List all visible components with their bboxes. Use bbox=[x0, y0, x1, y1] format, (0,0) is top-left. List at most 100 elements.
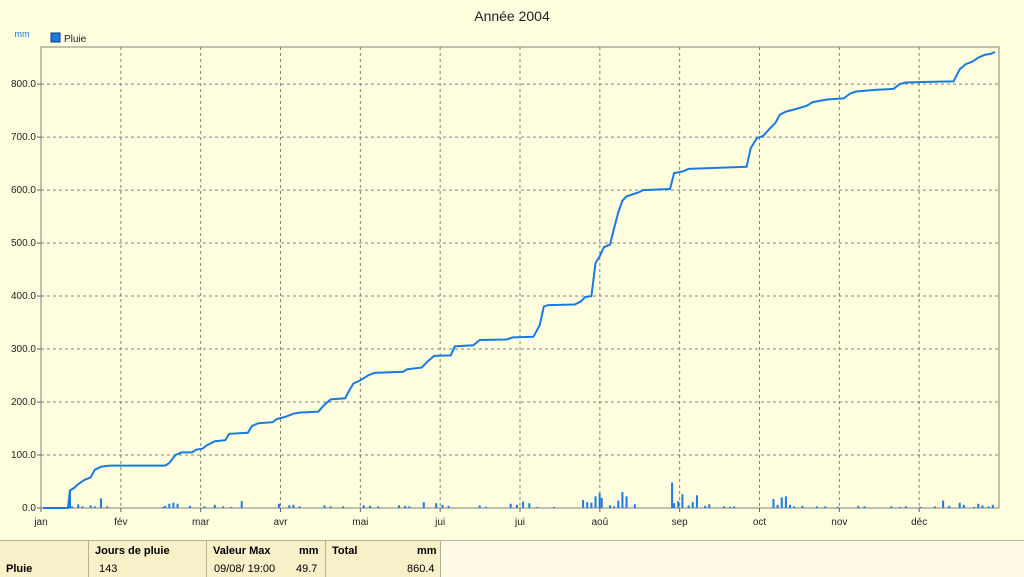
daily-rain-bar bbox=[213, 504, 216, 508]
daily-rain-bar bbox=[404, 505, 407, 508]
y-tick-label: 200.0 bbox=[11, 397, 36, 408]
daily-rain-bar bbox=[857, 505, 860, 508]
daily-rain-bar bbox=[100, 498, 103, 508]
daily-rain-bar bbox=[106, 506, 109, 508]
daily-rain-bar bbox=[673, 503, 676, 508]
x-tick-label: jui bbox=[514, 517, 525, 528]
summary-table: Pluie Jours de pluie 143 Valeur Max mm 0… bbox=[0, 540, 1024, 577]
daily-rain-bar bbox=[484, 506, 487, 508]
daily-rain-bar bbox=[681, 494, 684, 508]
grid bbox=[41, 47, 999, 508]
daily-rain-bar bbox=[203, 506, 206, 508]
rainfall-chart: Année 2004 mm Pluie 0.0 100.0 200.0 300.0 40… bbox=[11, 8, 1000, 528]
daily-rain-bar bbox=[89, 505, 92, 508]
daily-rain-bar bbox=[93, 506, 96, 508]
daily-rain-bar bbox=[553, 506, 556, 508]
total-value: 860.4 bbox=[407, 563, 435, 575]
daily-rain-bar bbox=[277, 503, 280, 508]
daily-rain-bar bbox=[397, 505, 400, 508]
daily-rain-bar bbox=[776, 504, 779, 508]
daily-rain-bar bbox=[609, 505, 612, 508]
x-tick-label: jan bbox=[33, 517, 47, 528]
daily-rain-bar bbox=[621, 492, 624, 508]
daily-rain-bar bbox=[164, 505, 167, 508]
daily-rain-bar bbox=[368, 505, 371, 508]
y-axis-unit: mm bbox=[15, 29, 30, 39]
total-column: Total mm 860.4 bbox=[325, 541, 440, 577]
daily-rain-bar bbox=[942, 500, 945, 508]
daily-rain-bar bbox=[377, 506, 380, 508]
daily-rain-bar bbox=[522, 501, 525, 508]
daily-rain-bar bbox=[172, 502, 175, 508]
daily-rain-bar bbox=[801, 505, 804, 508]
daily-rain-bar bbox=[633, 504, 636, 508]
daily-rain-bar bbox=[919, 506, 922, 508]
rain-days-column: Jours de pluie 143 bbox=[88, 541, 206, 577]
x-axis: jan fév mar avr mai jui jui aoû sep oct nov déc bbox=[33, 508, 927, 528]
y-axis: 0.0 100.0 200.0 300.0 400.0 500.0 600.0 700.0 80… bbox=[11, 79, 41, 514]
daily-rain-bar bbox=[784, 496, 787, 508]
daily-rain-bar bbox=[81, 506, 84, 508]
daily-rain-bar bbox=[617, 500, 620, 508]
y-tick-label: 300.0 bbox=[11, 344, 36, 355]
daily-rain-bar bbox=[793, 506, 796, 508]
daily-rain-bar bbox=[836, 506, 839, 508]
x-tick-label: avr bbox=[274, 517, 289, 528]
daily-rain-bar bbox=[230, 506, 233, 508]
daily-rain-bar bbox=[590, 502, 593, 508]
max-value-header: Valeur Max bbox=[213, 545, 271, 557]
daily-rain-bar bbox=[733, 506, 736, 508]
daily-rain-bar bbox=[958, 502, 961, 508]
rain-days-value: 143 bbox=[99, 563, 118, 575]
daily-rain-bar bbox=[890, 506, 893, 508]
x-tick-label: mar bbox=[192, 517, 210, 528]
daily-rain-bars bbox=[68, 482, 994, 508]
daily-rain-bar bbox=[933, 506, 936, 508]
y-tick-label: 800.0 bbox=[11, 79, 36, 90]
daily-rain-bar bbox=[422, 502, 425, 508]
daily-rain-bar bbox=[168, 503, 171, 508]
daily-rain-bar bbox=[815, 506, 818, 508]
daily-rain-bar bbox=[288, 505, 291, 508]
daily-rain-bar bbox=[708, 504, 711, 508]
x-tick-label: mai bbox=[352, 517, 368, 528]
daily-rain-bar bbox=[71, 506, 74, 508]
daily-rain-bar bbox=[68, 490, 71, 508]
daily-rain-bar bbox=[188, 505, 191, 508]
daily-rain-bar bbox=[598, 493, 601, 508]
daily-rain-bar bbox=[329, 506, 332, 508]
chart-title: Année 2004 bbox=[474, 8, 550, 24]
daily-rain-bar bbox=[447, 505, 450, 508]
daily-rain-bar bbox=[625, 496, 628, 508]
daily-rain-bar bbox=[478, 505, 481, 508]
summary-empty-area bbox=[440, 541, 1024, 577]
daily-rain-bar bbox=[594, 496, 597, 508]
y-tick-label: 500.0 bbox=[11, 238, 36, 249]
daily-rain-bar bbox=[600, 497, 603, 508]
max-value-amount: 49.7 bbox=[296, 563, 318, 575]
x-tick-label: fév bbox=[114, 517, 127, 528]
daily-rain-bar bbox=[528, 503, 531, 508]
daily-rain-bar bbox=[323, 505, 326, 508]
summary-row-label: Pluie bbox=[6, 563, 33, 575]
daily-rain-bar bbox=[362, 505, 365, 508]
daily-rain-bar bbox=[863, 506, 866, 508]
daily-rain-bar bbox=[691, 502, 694, 508]
daily-rain-bar bbox=[536, 506, 539, 508]
daily-rain-bar bbox=[582, 500, 585, 508]
daily-rain-bar bbox=[704, 505, 707, 508]
x-tick-label: nov bbox=[831, 517, 847, 528]
daily-rain-bar bbox=[789, 504, 792, 508]
daily-rain-bar bbox=[772, 498, 775, 508]
total-unit: mm bbox=[417, 545, 437, 557]
y-tick-label: 100.0 bbox=[11, 450, 36, 461]
daily-rain-bar bbox=[342, 506, 345, 508]
legend-swatch bbox=[50, 32, 61, 43]
daily-rain-bar bbox=[824, 506, 827, 508]
y-tick-label: 0.0 bbox=[22, 503, 36, 514]
daily-rain-bar bbox=[722, 506, 725, 508]
y-tick-label: 400.0 bbox=[11, 291, 36, 302]
daily-rain-bar bbox=[441, 504, 444, 508]
daily-rain-bar bbox=[77, 504, 80, 508]
daily-rain-bar bbox=[991, 504, 994, 508]
